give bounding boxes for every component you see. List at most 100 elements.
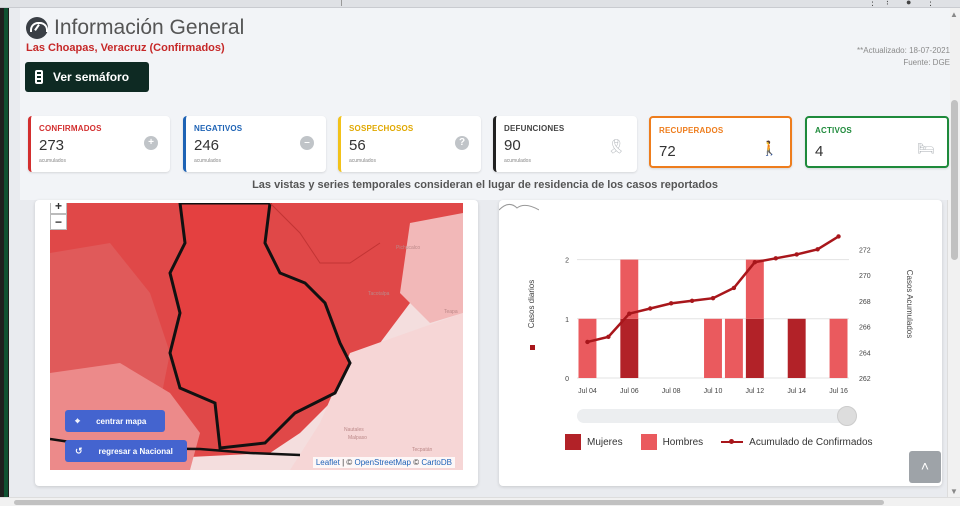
map-place-label: Tacotalpa xyxy=(368,291,390,297)
stat-sub: acumulados xyxy=(504,158,531,164)
stat-card-sospechosos: SOSPECHOSOS 56 acumulados ? xyxy=(338,116,481,172)
mini-navigator-icon xyxy=(499,204,539,211)
update-info: **Actualizado: 18-07-2021 Fuente: DGE xyxy=(857,45,950,69)
openstreetmap-link[interactable]: OpenStreetMap xyxy=(354,458,411,467)
stat-label: NEGATIVOS xyxy=(194,124,243,133)
ribbon-icon: 🎗 xyxy=(607,138,625,154)
sidebar-edge xyxy=(0,8,9,498)
cartodb-link[interactable]: CartoDB xyxy=(421,458,452,467)
bar-mujeres xyxy=(787,318,806,378)
legend-item-acumulado[interactable]: Acumulado de Confirmados xyxy=(721,436,873,448)
horizontal-scroll-thumb[interactable] xyxy=(14,500,884,505)
crosshair-icon: ⌖ xyxy=(75,415,81,426)
browser-tab-edge xyxy=(330,0,342,6)
chart-legend: Mujeres Hombres Acumulado de Confirmados xyxy=(565,434,891,450)
stat-label: DEFUNCIONES xyxy=(504,124,565,133)
browser-profile-icon[interactable]: ● xyxy=(906,0,912,7)
y-left-tick-label: 1 xyxy=(565,317,569,324)
stat-card-defunciones: DEFUNCIONES 90 acumulados 🎗 xyxy=(493,116,637,172)
page-title: Información General xyxy=(54,16,245,39)
stat-value: 273 xyxy=(39,137,65,154)
leaflet-link[interactable]: Leaflet xyxy=(315,458,340,467)
y-left-tick-label: 0 xyxy=(565,376,569,383)
bar-mujeres xyxy=(745,318,764,378)
y-right-tick-label: 266 xyxy=(859,325,871,332)
point-acumulado xyxy=(773,256,778,261)
stat-card-activos: ACTIVOS 4 🛏 xyxy=(805,116,949,168)
range-slider-track[interactable] xyxy=(577,409,857,423)
dashboard-gauge-icon xyxy=(26,17,48,39)
question-circle-icon: ? xyxy=(455,136,469,150)
x-tick-label: Jul 12 xyxy=(746,388,765,395)
stat-sub: acumulados xyxy=(39,158,66,164)
residence-note: Las vistas y series temporales considera… xyxy=(252,179,718,191)
map-place-label: Malpaso xyxy=(348,435,367,441)
sidebar-stripe xyxy=(4,8,8,498)
back-to-top-button[interactable]: ˄ xyxy=(909,451,941,483)
stat-value: 246 xyxy=(194,137,220,154)
y-right-tick-label: 264 xyxy=(859,350,871,357)
horizontal-scrollbar[interactable] xyxy=(0,497,960,506)
ver-semaforo-button[interactable]: Ver semáforo xyxy=(25,62,149,92)
map-place-label: Pichucalco xyxy=(396,245,421,251)
browser-extension-icon[interactable]: ⁝ xyxy=(886,0,889,7)
zoom-out-button[interactable]: − xyxy=(50,214,67,230)
legend-item-hombres[interactable]: Hombres xyxy=(640,434,703,450)
vertical-scroll-thumb[interactable] xyxy=(951,100,958,260)
map-place-label: Nautales xyxy=(344,427,364,433)
municipal-border-line xyxy=(269,203,381,264)
bar-hombres xyxy=(724,318,743,378)
region-las-choapas[interactable] xyxy=(168,203,352,450)
point-acumulado xyxy=(668,301,674,306)
map-card: + − Teapa Tacotalpa Pichucalco Tecpatán … xyxy=(35,200,478,486)
point-acumulado xyxy=(836,234,841,239)
range-slider-handle[interactable] xyxy=(837,406,857,426)
browser-top-bar: ⋮ ⁝ ● ⋮ xyxy=(0,0,960,8)
stat-sub: acumulados xyxy=(349,158,376,164)
zoom-in-button[interactable]: + xyxy=(50,203,67,214)
browser-menu-icon[interactable]: ⋮ xyxy=(868,0,877,7)
stat-value: 4 xyxy=(815,143,824,160)
legend-swatch xyxy=(640,434,657,450)
choropleth-map[interactable]: + − Teapa Tacotalpa Pichucalco Tecpatán … xyxy=(50,203,463,470)
x-tick-label: Jul 08 xyxy=(662,388,681,395)
y-right-tick-label: 262 xyxy=(859,376,871,383)
x-tick-label: Jul 06 xyxy=(620,388,639,395)
stat-value: 56 xyxy=(349,137,366,154)
vertical-scrollbar[interactable]: ▲ ▼ xyxy=(947,8,960,498)
x-tick-label: Jul 04 xyxy=(578,388,597,395)
stat-value: 90 xyxy=(504,137,521,154)
point-acumulado xyxy=(794,252,799,257)
point-acumulado xyxy=(710,296,716,301)
attribution-separator: | © xyxy=(339,458,355,467)
legend-item-mujeres[interactable]: Mujeres xyxy=(565,434,623,450)
scroll-down-icon[interactable]: ▼ xyxy=(950,487,958,496)
legend-swatch xyxy=(565,434,581,450)
traffic-light-icon xyxy=(35,70,43,84)
point-acumulado xyxy=(752,259,758,265)
scroll-up-icon[interactable]: ▲ xyxy=(950,10,958,19)
point-acumulado xyxy=(606,334,611,340)
x-tick-label: Jul 16 xyxy=(829,388,848,395)
attribution-separator: © xyxy=(410,458,422,467)
map-place-label: Tecpatán xyxy=(412,447,433,453)
bar-mujeres xyxy=(620,318,639,378)
region-neighbor-southeast xyxy=(290,313,463,470)
y-left-tick-label: 2 xyxy=(565,258,569,265)
location-subtitle: Las Choapas, Veracruz (Confirmados) xyxy=(26,42,225,54)
centrar-mapa-button[interactable]: ⌖ centrar mapa xyxy=(65,410,165,432)
map-place-label: Teapa xyxy=(444,309,458,315)
y-right-tick-label: 268 xyxy=(859,299,871,306)
regresar-nacional-button[interactable]: ↺ regresar a Nacional xyxy=(65,440,187,462)
x-tick-label: Jul 14 xyxy=(787,388,806,395)
legend-label: Mujeres xyxy=(587,436,623,448)
stat-value: 72 xyxy=(659,143,676,160)
bed-icon: 🛏 xyxy=(917,140,935,156)
browser-more-icon[interactable]: ⋮ xyxy=(926,0,935,7)
plus-circle-icon: + xyxy=(144,136,158,150)
legend-label: Acumulado de Confirmados xyxy=(749,436,873,448)
stat-label: CONFIRMADOS xyxy=(39,124,102,133)
point-acumulado xyxy=(648,306,653,311)
bar-hombres xyxy=(829,318,848,378)
y-left-axis-label: Casos diarios xyxy=(527,280,536,328)
